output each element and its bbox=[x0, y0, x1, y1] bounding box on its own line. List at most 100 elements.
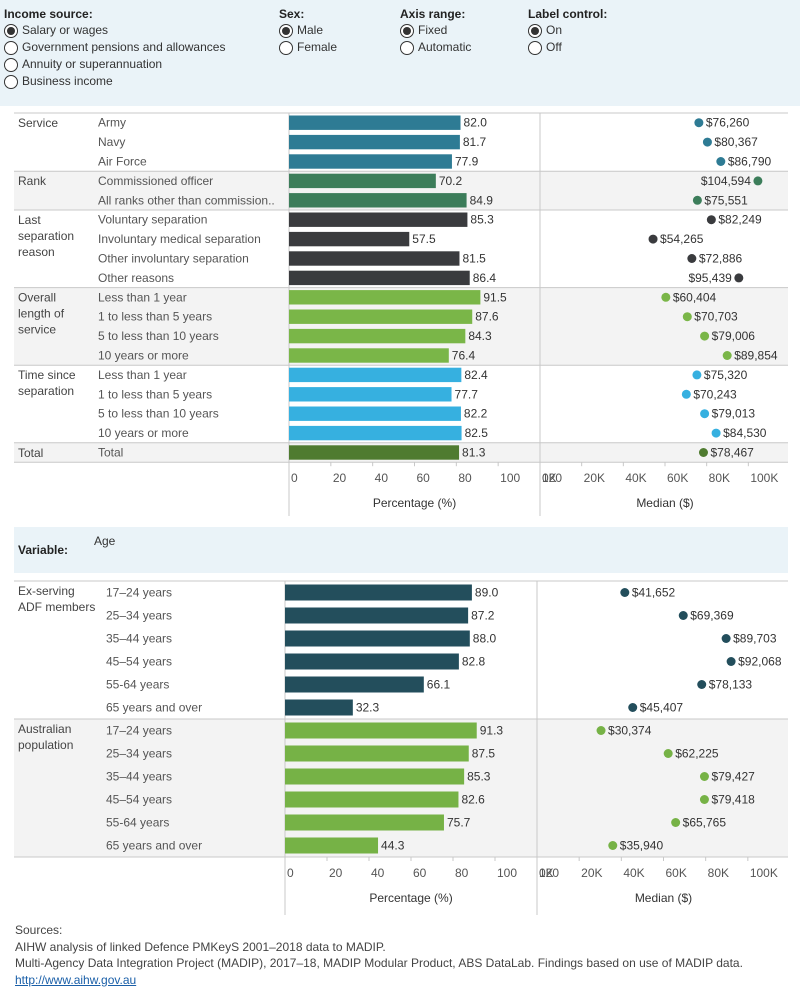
radio-selected-dot-icon bbox=[282, 26, 290, 35]
sources-line-1: AIHW analysis of linked Defence PMKeyS 2… bbox=[15, 939, 386, 954]
category-label: 65 years and over bbox=[106, 701, 202, 715]
chart-top: Service Army 82.0 $76,260 Navy 81.7 $80,367 Air… bbox=[14, 112, 788, 516]
axis-range-filter: Axis range: Fixed Automatic bbox=[400, 6, 471, 56]
bar bbox=[285, 676, 424, 693]
sources-link[interactable]: http://www.aihw.gov.au bbox=[15, 972, 137, 987]
group-label: Time since bbox=[18, 368, 76, 382]
radio-button-icon[interactable] bbox=[528, 23, 542, 38]
median-value-label: $92,068 bbox=[738, 655, 782, 669]
income-source-option-label: Business income bbox=[22, 74, 113, 88]
x-tick-label: 120 bbox=[539, 866, 559, 880]
bar-value-label: 76.4 bbox=[452, 349, 476, 363]
median-value-label: $69,369 bbox=[690, 609, 734, 623]
income-source-option-label: Annuity or superannuation bbox=[22, 57, 163, 71]
x-tick-label: 100K bbox=[750, 866, 778, 880]
x-tick-label: 0 bbox=[291, 471, 298, 485]
x-tick-label: 80K bbox=[709, 471, 730, 485]
group-label: ADF members bbox=[18, 600, 95, 614]
median-dot bbox=[663, 749, 673, 758]
bar-value-label: 82.6 bbox=[461, 793, 485, 807]
median-dot bbox=[700, 331, 710, 341]
median-dot bbox=[702, 137, 712, 147]
sex-option[interactable]: Male bbox=[279, 22, 337, 39]
sex-option[interactable]: Female bbox=[279, 39, 337, 56]
median-value-label: $54,265 bbox=[660, 232, 704, 246]
radio-button-icon[interactable] bbox=[528, 40, 542, 55]
category-label: 35–44 years bbox=[106, 632, 172, 646]
bar-value-label: 66.1 bbox=[427, 678, 451, 692]
sex-option-label: Male bbox=[297, 23, 324, 37]
x-axis-title: Percentage (%) bbox=[369, 891, 452, 905]
bar-value-label: 77.9 bbox=[455, 155, 479, 169]
category-label: Total bbox=[98, 446, 123, 460]
income-source-option[interactable]: Government pensions and allowances bbox=[4, 39, 225, 56]
x-tick-label: 40K bbox=[625, 471, 646, 485]
median-dot bbox=[706, 215, 716, 225]
bar-value-label: 87.5 bbox=[472, 747, 496, 761]
bar-value-label: 85.3 bbox=[467, 770, 491, 784]
label-control-option[interactable]: Off bbox=[528, 39, 607, 56]
group-label: service bbox=[18, 323, 56, 337]
median-dot bbox=[692, 195, 702, 205]
group-label: reason bbox=[18, 245, 55, 259]
label-control-option[interactable]: On bbox=[528, 22, 607, 39]
x-tick-label: 0K bbox=[539, 866, 554, 880]
bar-value-label: 88.0 bbox=[473, 632, 497, 646]
income-source-title: Income source: bbox=[4, 7, 93, 21]
axis-range-option[interactable]: Fixed bbox=[400, 22, 471, 39]
group-label: Ex-serving bbox=[18, 584, 75, 598]
bar bbox=[289, 445, 460, 460]
bar-value-label: 91.5 bbox=[483, 290, 507, 304]
median-value-label: $79,418 bbox=[711, 793, 755, 807]
category-label: 10 years or more bbox=[98, 349, 189, 363]
sources-line-2: Multi-Agency Data Integration Project (M… bbox=[15, 956, 743, 970]
bar-value-label: 81.7 bbox=[463, 135, 487, 149]
median-dot bbox=[596, 726, 606, 735]
axis-range-option[interactable]: Automatic bbox=[400, 39, 471, 56]
median-value-label: $72,886 bbox=[699, 252, 743, 266]
median-value-label: $78,133 bbox=[709, 678, 753, 692]
category-label: 5 to less than 10 years bbox=[98, 407, 219, 421]
x-tick-label: 60K bbox=[666, 866, 687, 880]
category-label: 25–34 years bbox=[106, 609, 172, 623]
income-source-option[interactable]: Business income bbox=[4, 73, 225, 90]
variable-value[interactable]: Age bbox=[94, 534, 116, 548]
category-label: 55-64 years bbox=[106, 816, 169, 830]
bar bbox=[289, 231, 410, 247]
median-value-label: $89,854 bbox=[734, 349, 778, 363]
radio-button-icon[interactable] bbox=[4, 23, 18, 38]
x-tick-label: 0K bbox=[542, 471, 557, 485]
bar bbox=[285, 607, 469, 624]
income-source-option[interactable]: Salary or wages bbox=[4, 22, 225, 39]
median-value-label: $30,374 bbox=[608, 724, 652, 738]
category-label: Less than 1 year bbox=[98, 368, 187, 382]
median-dot bbox=[721, 634, 731, 643]
bar bbox=[289, 134, 460, 150]
median-value-label: $84,530 bbox=[723, 426, 767, 440]
radio-button-icon[interactable] bbox=[279, 40, 293, 55]
group-label: Last bbox=[18, 213, 41, 227]
sources-note: Sources: AIHW analysis of linked Defence… bbox=[15, 922, 795, 988]
median-dot bbox=[620, 588, 630, 597]
x-tick-label: 20K bbox=[584, 471, 605, 485]
radio-button-icon[interactable] bbox=[400, 40, 414, 55]
category-label: Air Force bbox=[98, 155, 147, 169]
bar-value-label: 87.6 bbox=[475, 310, 499, 324]
radio-button-icon[interactable] bbox=[4, 74, 18, 89]
x-tick-label: 120 bbox=[542, 471, 562, 485]
radio-button-icon[interactable] bbox=[279, 23, 293, 38]
bar-value-label: 82.0 bbox=[464, 116, 488, 130]
axis-range-title: Axis range: bbox=[400, 7, 466, 21]
category-label: Army bbox=[98, 116, 126, 130]
radio-button-icon[interactable] bbox=[4, 40, 18, 55]
median-dot bbox=[726, 657, 736, 666]
income-source-option[interactable]: Annuity or superannuation bbox=[4, 56, 225, 73]
median-value-label: $70,703 bbox=[694, 310, 738, 324]
bar bbox=[289, 290, 481, 305]
group-label: length of bbox=[18, 307, 65, 321]
income-source-option-label: Government pensions and allowances bbox=[22, 40, 226, 54]
radio-button-icon[interactable] bbox=[4, 57, 18, 72]
median-value-label: $104,594 bbox=[701, 174, 751, 188]
bar bbox=[289, 406, 461, 421]
radio-button-icon[interactable] bbox=[400, 23, 414, 38]
